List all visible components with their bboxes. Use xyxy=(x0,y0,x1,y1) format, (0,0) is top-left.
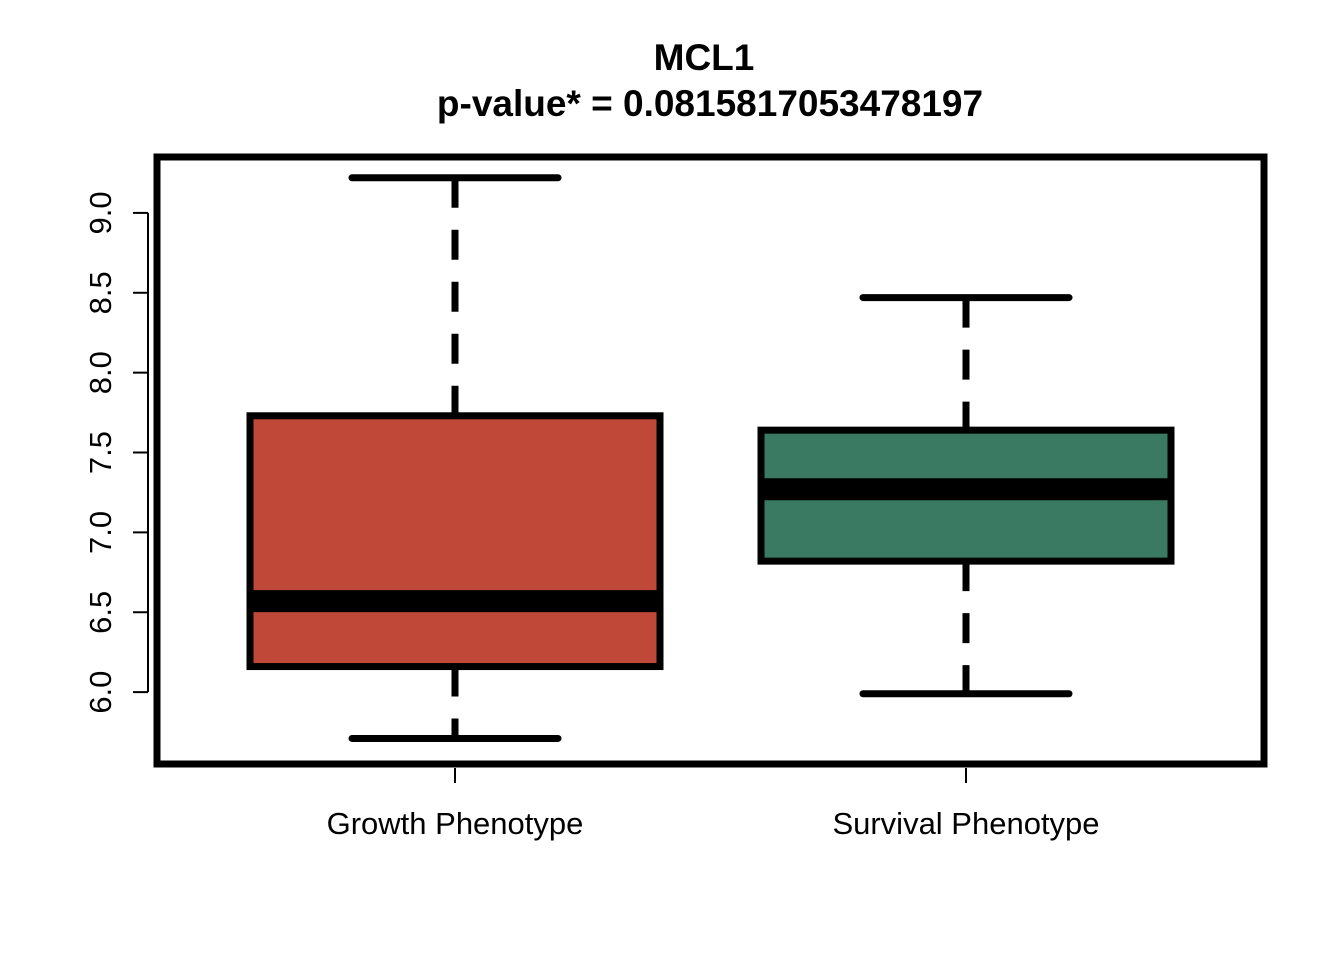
chart-title: MCL1 xyxy=(654,37,755,78)
y-tick-label: 7.5 xyxy=(83,431,118,474)
y-tick-label: 6.5 xyxy=(83,591,118,634)
box-growth-phenotype xyxy=(246,412,664,671)
x-tick-label-survival-phenotype: Survival Phenotype xyxy=(832,806,1099,841)
y-tick-label: 6.0 xyxy=(83,671,118,714)
y-tick-label: 7.0 xyxy=(83,511,118,554)
y-tick-label: 8.5 xyxy=(83,271,118,314)
axes: Growth Phenotype Survival Phenotype 6.0 6.5… xyxy=(83,191,1100,841)
chart-subtitle: p-value* = 0.0815817053478197 xyxy=(437,83,983,124)
y-tick-label: 8.0 xyxy=(83,351,118,394)
x-tick-label-growth-phenotype: Growth Phenotype xyxy=(327,806,584,841)
plot-area xyxy=(246,174,1175,742)
plot-frame xyxy=(153,153,1268,768)
y-tick-label: 9.0 xyxy=(83,191,118,234)
